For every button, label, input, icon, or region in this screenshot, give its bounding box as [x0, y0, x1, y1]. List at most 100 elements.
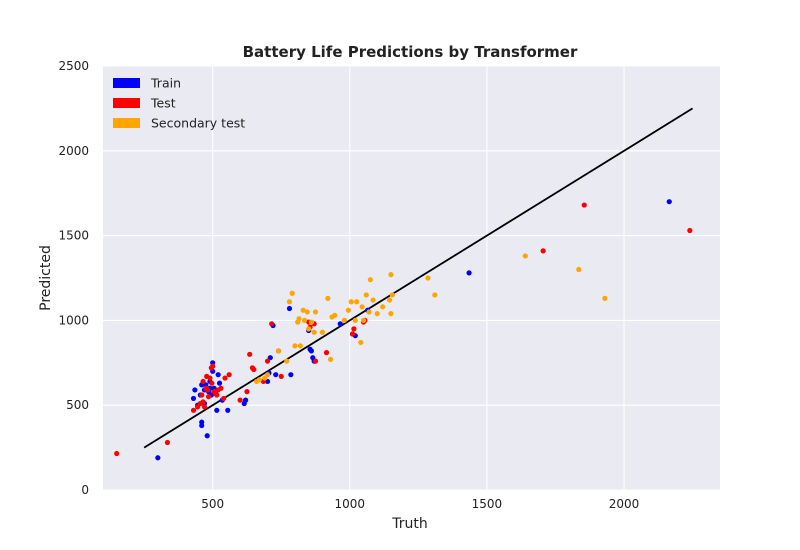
data-point [386, 297, 393, 303]
data-point [192, 387, 198, 393]
y-tick-label: 1500 [58, 229, 89, 243]
data-point [308, 319, 315, 325]
reference-line-group [143, 107, 694, 449]
data-point [301, 317, 308, 323]
data-point [114, 450, 120, 457]
legend-label: Train [150, 76, 181, 91]
x-axis-label: Truth [391, 516, 428, 532]
data-point [348, 299, 354, 305]
legend: Train Test Secondary test [113, 76, 245, 131]
data-point [288, 372, 294, 378]
data-point [221, 395, 227, 402]
data-point [319, 329, 325, 335]
data-point [200, 399, 206, 405]
data-point [300, 307, 306, 313]
data-point [269, 321, 275, 327]
identity-line [143, 107, 694, 449]
legend-swatch [113, 78, 140, 88]
data-point [388, 272, 394, 278]
data-point [352, 317, 358, 323]
data-point [209, 380, 215, 386]
data-point [289, 290, 295, 296]
data-point [286, 305, 293, 312]
data-point [466, 270, 472, 276]
data-point [214, 407, 220, 413]
data-point [602, 295, 608, 301]
data-point [359, 304, 365, 310]
data-point [363, 292, 369, 298]
data-point [278, 373, 284, 379]
data-point [275, 348, 282, 354]
x-tick-label: 1000 [335, 497, 366, 511]
y-axis-label: Predicted [38, 245, 54, 311]
data-point [540, 248, 546, 254]
data-point [273, 372, 279, 378]
data-point [214, 392, 220, 398]
data-point [666, 199, 672, 205]
data-point [292, 343, 298, 349]
data-point [358, 339, 364, 346]
x-tick-label: 2000 [609, 497, 640, 511]
data-point [337, 321, 343, 327]
data-point [205, 387, 211, 393]
data-point [205, 394, 212, 400]
data-point [264, 358, 271, 364]
data-point [432, 292, 438, 298]
data-point [264, 372, 271, 378]
data-point [222, 375, 228, 381]
data-point [226, 372, 232, 378]
data-point [190, 407, 197, 413]
y-tick-label: 2500 [58, 59, 89, 73]
data-point [286, 299, 293, 305]
data-point [366, 309, 372, 315]
data-point [225, 407, 231, 413]
data-point [389, 292, 395, 298]
data-point [349, 331, 356, 337]
data-point [388, 311, 394, 317]
plot-area [103, 66, 720, 490]
data-point [164, 439, 171, 446]
data-point [306, 326, 312, 332]
data-point [216, 380, 223, 386]
data-point [425, 275, 431, 281]
data-point [215, 372, 221, 378]
x-tick-label: 1500 [472, 497, 503, 511]
data-point [237, 397, 243, 403]
data-point [204, 433, 210, 439]
data-point [308, 348, 315, 354]
data-point [297, 343, 304, 349]
y-tick-label: 2000 [58, 144, 89, 158]
legend-swatch [113, 118, 140, 128]
legend-swatch [113, 98, 140, 108]
y-tick-label: 1000 [58, 313, 89, 327]
chart-title: Battery Life Predictions by Transformer [243, 43, 578, 61]
series-test [114, 202, 693, 457]
data-point [242, 397, 249, 403]
data-point [370, 297, 376, 303]
data-point [325, 295, 331, 301]
data-point [218, 385, 224, 391]
legend-label: Secondary test [151, 116, 245, 131]
data-point [341, 317, 347, 323]
data-point [323, 350, 330, 356]
data-point [244, 389, 250, 395]
data-point [256, 377, 262, 383]
y-tick-label: 0 [81, 483, 89, 497]
data-point [190, 395, 197, 402]
data-point [380, 304, 386, 310]
series-secondary-test [253, 253, 608, 385]
gridlines [103, 65, 720, 491]
data-point [687, 227, 693, 234]
tick-labels: 500 1000 1500 2000 0 500 1000 1500 2000 2500 [58, 59, 639, 511]
data-point [284, 358, 290, 364]
data-point [155, 455, 161, 461]
data-points [114, 199, 693, 461]
data-point [581, 202, 587, 208]
data-point [251, 366, 257, 373]
data-point [374, 311, 380, 317]
data-point [351, 326, 357, 332]
legend-label: Test [150, 96, 176, 111]
data-point [367, 277, 373, 283]
x-tick-label: 500 [201, 497, 224, 511]
